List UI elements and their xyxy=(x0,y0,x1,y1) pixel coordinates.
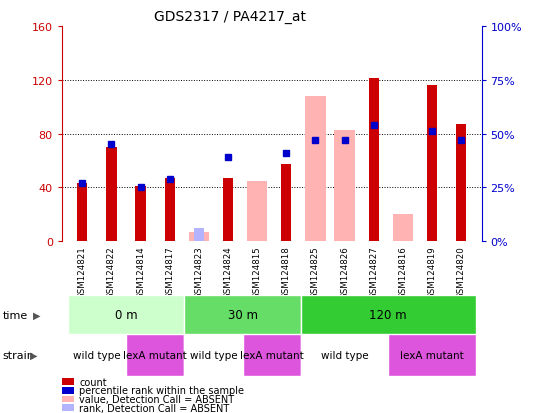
Bar xyxy=(305,97,325,242)
Text: count: count xyxy=(79,377,107,387)
Text: GSM124817: GSM124817 xyxy=(165,246,174,299)
Text: ▶: ▶ xyxy=(30,350,38,360)
Text: lexA mutant: lexA mutant xyxy=(240,350,303,360)
Text: wild type: wild type xyxy=(321,350,369,360)
Text: GSM124827: GSM124827 xyxy=(369,246,378,299)
Bar xyxy=(456,125,466,242)
Text: GSM124825: GSM124825 xyxy=(311,246,320,299)
Text: 120 m: 120 m xyxy=(370,309,407,321)
Text: percentile rank within the sample: percentile rank within the sample xyxy=(79,385,244,395)
Bar xyxy=(427,86,437,242)
Text: GSM124823: GSM124823 xyxy=(194,246,203,299)
Text: GSM124822: GSM124822 xyxy=(107,246,116,299)
Bar xyxy=(393,215,413,242)
Bar xyxy=(126,335,184,376)
Text: GSM124814: GSM124814 xyxy=(136,246,145,299)
Bar xyxy=(223,178,233,242)
Text: GSM124820: GSM124820 xyxy=(457,246,465,299)
Bar xyxy=(184,335,243,376)
Text: lexA mutant: lexA mutant xyxy=(123,350,187,360)
Bar xyxy=(136,187,146,242)
Bar xyxy=(184,295,301,335)
Bar xyxy=(301,295,476,335)
Bar xyxy=(77,184,87,242)
Bar xyxy=(189,232,209,242)
Text: rank, Detection Call = ABSENT: rank, Detection Call = ABSENT xyxy=(79,403,229,413)
Text: 30 m: 30 m xyxy=(228,309,258,321)
Text: 0 m: 0 m xyxy=(115,309,137,321)
Bar xyxy=(68,335,126,376)
Text: GSM124818: GSM124818 xyxy=(282,246,291,299)
Text: wild type: wild type xyxy=(189,350,237,360)
Bar xyxy=(301,335,388,376)
Text: GDS2317 / PA4217_at: GDS2317 / PA4217_at xyxy=(154,10,306,24)
Bar xyxy=(281,165,292,242)
Bar xyxy=(68,295,184,335)
Text: time: time xyxy=(3,310,28,320)
Bar xyxy=(194,228,204,242)
Bar xyxy=(369,79,379,242)
Bar xyxy=(334,130,355,242)
Text: GSM124815: GSM124815 xyxy=(253,246,261,299)
Text: strain: strain xyxy=(3,350,34,360)
Text: wild type: wild type xyxy=(73,350,121,360)
Bar xyxy=(247,181,267,242)
Bar xyxy=(388,335,476,376)
Text: GSM124821: GSM124821 xyxy=(78,246,87,299)
Text: lexA mutant: lexA mutant xyxy=(400,350,464,360)
Bar xyxy=(243,335,301,376)
Bar xyxy=(165,178,175,242)
Text: GSM124824: GSM124824 xyxy=(223,246,232,299)
Text: value, Detection Call = ABSENT: value, Detection Call = ABSENT xyxy=(79,394,234,404)
Text: ▶: ▶ xyxy=(33,310,41,320)
Text: GSM124826: GSM124826 xyxy=(340,246,349,299)
Text: GSM124816: GSM124816 xyxy=(398,246,407,299)
Bar xyxy=(107,147,117,242)
Text: GSM124819: GSM124819 xyxy=(428,246,436,299)
